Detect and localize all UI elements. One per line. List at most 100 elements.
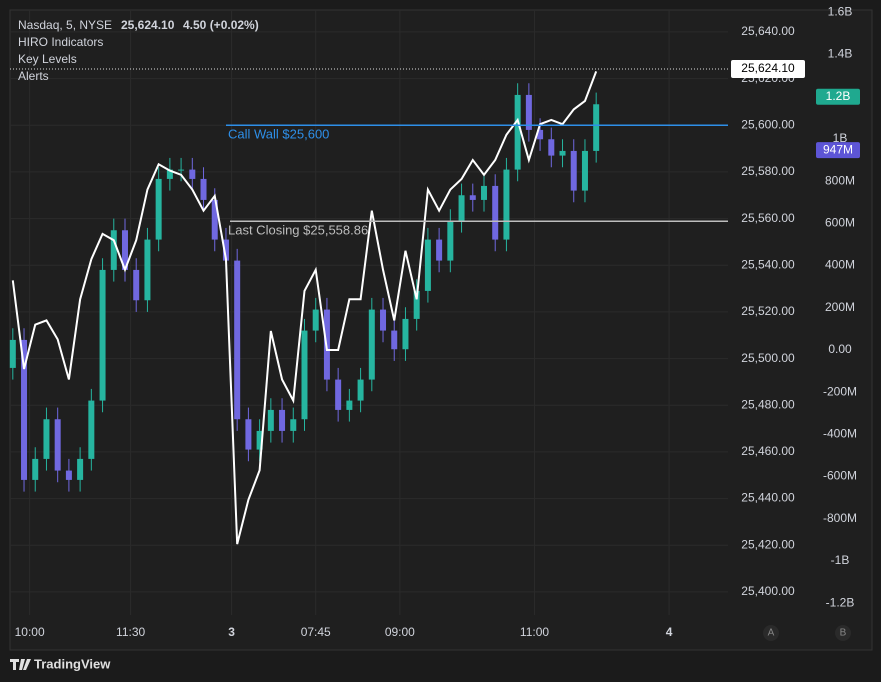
candle-body [99,269,106,401]
brand: TradingView [34,656,111,671]
candle-body [144,239,151,301]
x-tick-label: 07:45 [301,625,331,639]
candle-body [312,309,319,331]
y-tick-label: 25,480.00 [741,397,795,411]
candle-body [178,169,185,171]
candle-body [514,94,521,170]
candle-body [581,150,588,191]
candle-body [245,419,252,450]
candle-body [234,260,241,420]
y2-tick-label: 400M [825,258,855,272]
y-tick-label: 25,600.00 [741,117,795,131]
y2-tick-label: -1.2B [826,595,855,609]
y2-tick-label: 600M [825,216,855,230]
candle-body [368,309,375,380]
y-tick-label: 25,440.00 [741,491,795,505]
candle-body [32,458,39,480]
candle-body [222,239,229,261]
price-badge-label: 25,624.10 [741,61,795,75]
scale-button-label[interactable]: A [768,628,775,639]
y2-tick-label: 1.4B [828,47,853,61]
x-tick-label: 09:00 [385,625,415,639]
y2-tick-label: 1.6B [828,4,853,18]
candle-body [200,178,207,200]
y-tick-label: 25,640.00 [741,24,795,38]
candle-body [121,230,128,270]
candle-body [447,220,454,261]
candle-body [402,318,409,350]
candle-body [503,169,510,240]
candle-body [436,239,443,261]
level-label: Last Closing $25,558.86 [228,223,368,238]
candle-body [256,430,263,450]
candle-body [357,379,364,401]
scale-button-label[interactable]: B [840,628,847,639]
y-tick-label: 25,540.00 [741,257,795,271]
scale-button[interactable] [763,625,779,641]
candle-body [559,150,566,156]
candle-body [279,409,286,431]
y2-tick-label: -1B [831,553,850,567]
candle-body [346,400,353,410]
y2-badge [816,142,860,159]
candle-body [593,104,600,151]
level-label: Call Wall $25,600 [228,127,329,142]
candle-body [458,195,465,221]
hiro-line [11,71,598,545]
price-badge [731,60,805,79]
y2-tick-label: 200M [825,300,855,314]
plot-area [9,10,728,615]
candle-body [189,169,196,179]
candle-body [424,239,431,291]
symbol: Nasdaq, 5, NYSE [18,18,112,32]
brand-logo [10,659,31,670]
y2-tick-label: -800M [823,511,857,525]
candle-body [267,409,274,431]
x-tick-label: 4 [666,625,673,639]
y2-tick-label: -400M [823,427,857,441]
candle-body [77,458,84,480]
candle-body [548,139,555,156]
candle-body [301,330,308,420]
y-tick-label: 25,580.00 [741,164,795,178]
y-tick-label: 25,420.00 [741,537,795,551]
y2-badge-label: 947M [823,142,853,156]
y2-badge [816,88,860,105]
candle-body [88,400,95,459]
candle-body [413,290,420,319]
y2-tick-label: 800M [825,173,855,187]
x-tick-label: 11:30 [116,625,145,639]
y-tick-label: 25,560.00 [741,211,795,225]
candle-body [480,185,487,200]
candle-body [166,169,173,179]
indicator[interactable]: Key Levels [18,52,77,66]
y-tick-label: 25,400.00 [741,584,795,598]
candle-body [537,129,544,140]
y2-tick-label: 1B [833,131,848,145]
candle-body [43,419,50,459]
chart-frame [9,9,873,651]
candle-body [335,379,342,410]
indicator[interactable]: HIRO Indicators [18,35,103,49]
candle-body [492,185,499,240]
candle-body [65,470,72,480]
y-tick-label: 25,520.00 [741,304,795,318]
y2-badge-label: 1.2B [826,89,851,103]
scale-button[interactable] [835,625,851,641]
change: 4.50 (+0.02%) [183,18,259,32]
y-tick-label: 25,500.00 [741,351,795,365]
y2-tick-label: -200M [823,384,857,398]
x-tick-label: 3 [228,625,235,639]
candle-body [570,150,577,191]
y2-tick-label: 0.00 [828,342,852,356]
candle-body [391,330,398,350]
y-tick-label: 25,460.00 [741,444,795,458]
candle-body [380,309,387,331]
y2-tick-label: -600M [823,469,857,483]
indicator[interactable]: Alerts [18,69,49,83]
x-tick-label: 11:00 [520,625,549,639]
last-price: 25,624.10 [121,18,175,32]
candle-body [211,199,218,240]
x-tick-label: 10:00 [15,625,45,639]
